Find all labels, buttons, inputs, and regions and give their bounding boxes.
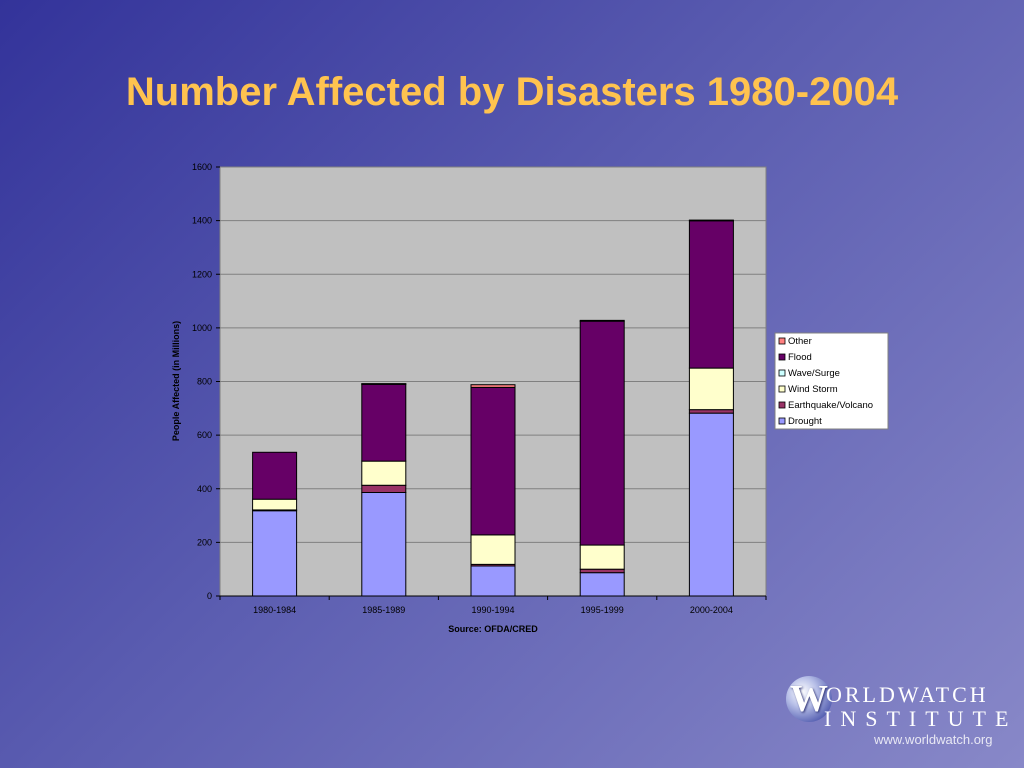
bar-segment-wind-storm <box>252 498 298 511</box>
bar-segment-earthquake-volcano <box>361 484 407 494</box>
x-tick-label: 2000-2004 <box>690 605 733 615</box>
y-tick-label: 1600 <box>192 162 212 172</box>
logo-url: www.worldwatch.org <box>874 732 993 747</box>
x-axis-label: Source: OFDA/CRED <box>448 624 538 634</box>
bar-segment-drought <box>470 565 516 597</box>
x-tick-label: 1995-1999 <box>581 605 624 615</box>
x-tick-label: 1980-1984 <box>253 605 296 615</box>
slide-title: Number Affected by Disasters 1980-2004 <box>125 70 899 114</box>
bar-segment-earthquake-volcano <box>579 568 625 574</box>
legend-entry: Earthquake/Volcano <box>788 400 873 411</box>
x-tick-label: 1990-1994 <box>471 605 514 615</box>
y-tick-label: 1400 <box>192 216 212 226</box>
bar-segment-drought <box>361 492 407 597</box>
y-axis-label: People Affected (in Millions) <box>171 321 181 441</box>
y-tick-label: 400 <box>197 484 212 494</box>
legend-swatch <box>778 353 786 361</box>
legend-swatch <box>778 385 786 393</box>
bar-segment-flood <box>252 451 298 500</box>
bar-segment-other <box>361 383 407 385</box>
legend-swatch <box>778 369 786 377</box>
y-tick-label: 800 <box>197 377 212 387</box>
legend-entry: Wave/Surge <box>788 368 840 379</box>
bar-segment-earthquake-volcano <box>688 409 734 414</box>
legend-entry: Flood <box>788 352 812 363</box>
legend-swatch <box>778 417 786 425</box>
y-tick-label: 600 <box>197 430 212 440</box>
bar-segment-other <box>688 219 734 222</box>
bar-segment-drought <box>252 510 298 597</box>
y-axis-ticks: 0 200 400 600 800 1000 1200 1400 1600 <box>192 162 220 601</box>
y-tick-label: 0 <box>207 591 212 601</box>
worldwatch-logo: W ORLDWATCH INSTITUTE www.worldwatch.org <box>786 674 1016 754</box>
bar-segment-wind-storm <box>579 544 625 570</box>
legend-entry: Drought <box>788 416 822 427</box>
legend-entry: Wind Storm <box>788 384 838 395</box>
legend-swatch <box>778 401 786 409</box>
bar-segment-flood <box>579 320 625 546</box>
bar-segment-flood <box>361 383 407 462</box>
x-tick-label: 1985-1989 <box>362 605 405 615</box>
bar-segment-drought <box>688 412 734 597</box>
bar-segment-other <box>579 319 625 322</box>
legend-swatch <box>778 337 786 345</box>
logo-text-line1: ORLDWATCH <box>826 682 989 707</box>
bar-segment-drought <box>579 572 625 597</box>
legend-entry: Other <box>788 336 812 347</box>
legend: Other Flood Wave/Surge Wind Storm Earthquake… <box>774 332 889 430</box>
logo-text-line2: INSTITUTE <box>824 706 1018 731</box>
legend-box <box>774 332 889 430</box>
bar-segment-flood <box>688 220 734 369</box>
bar-segment-flood <box>470 386 516 536</box>
x-axis-ticks: 1980-1984 1985-1989 1990-1994 1995-1999 2000… <box>219 596 767 615</box>
bars <box>252 219 734 597</box>
bar-segment-other <box>470 384 516 388</box>
y-tick-label: 200 <box>197 537 212 547</box>
bar-segment-wind-storm <box>470 534 516 565</box>
logo-globe-w: W <box>786 676 832 722</box>
bar-segment-wind-storm <box>688 367 734 411</box>
bar-segment-wind-storm <box>361 460 407 486</box>
y-tick-label: 1200 <box>192 269 212 279</box>
y-tick-label: 1000 <box>192 323 212 333</box>
